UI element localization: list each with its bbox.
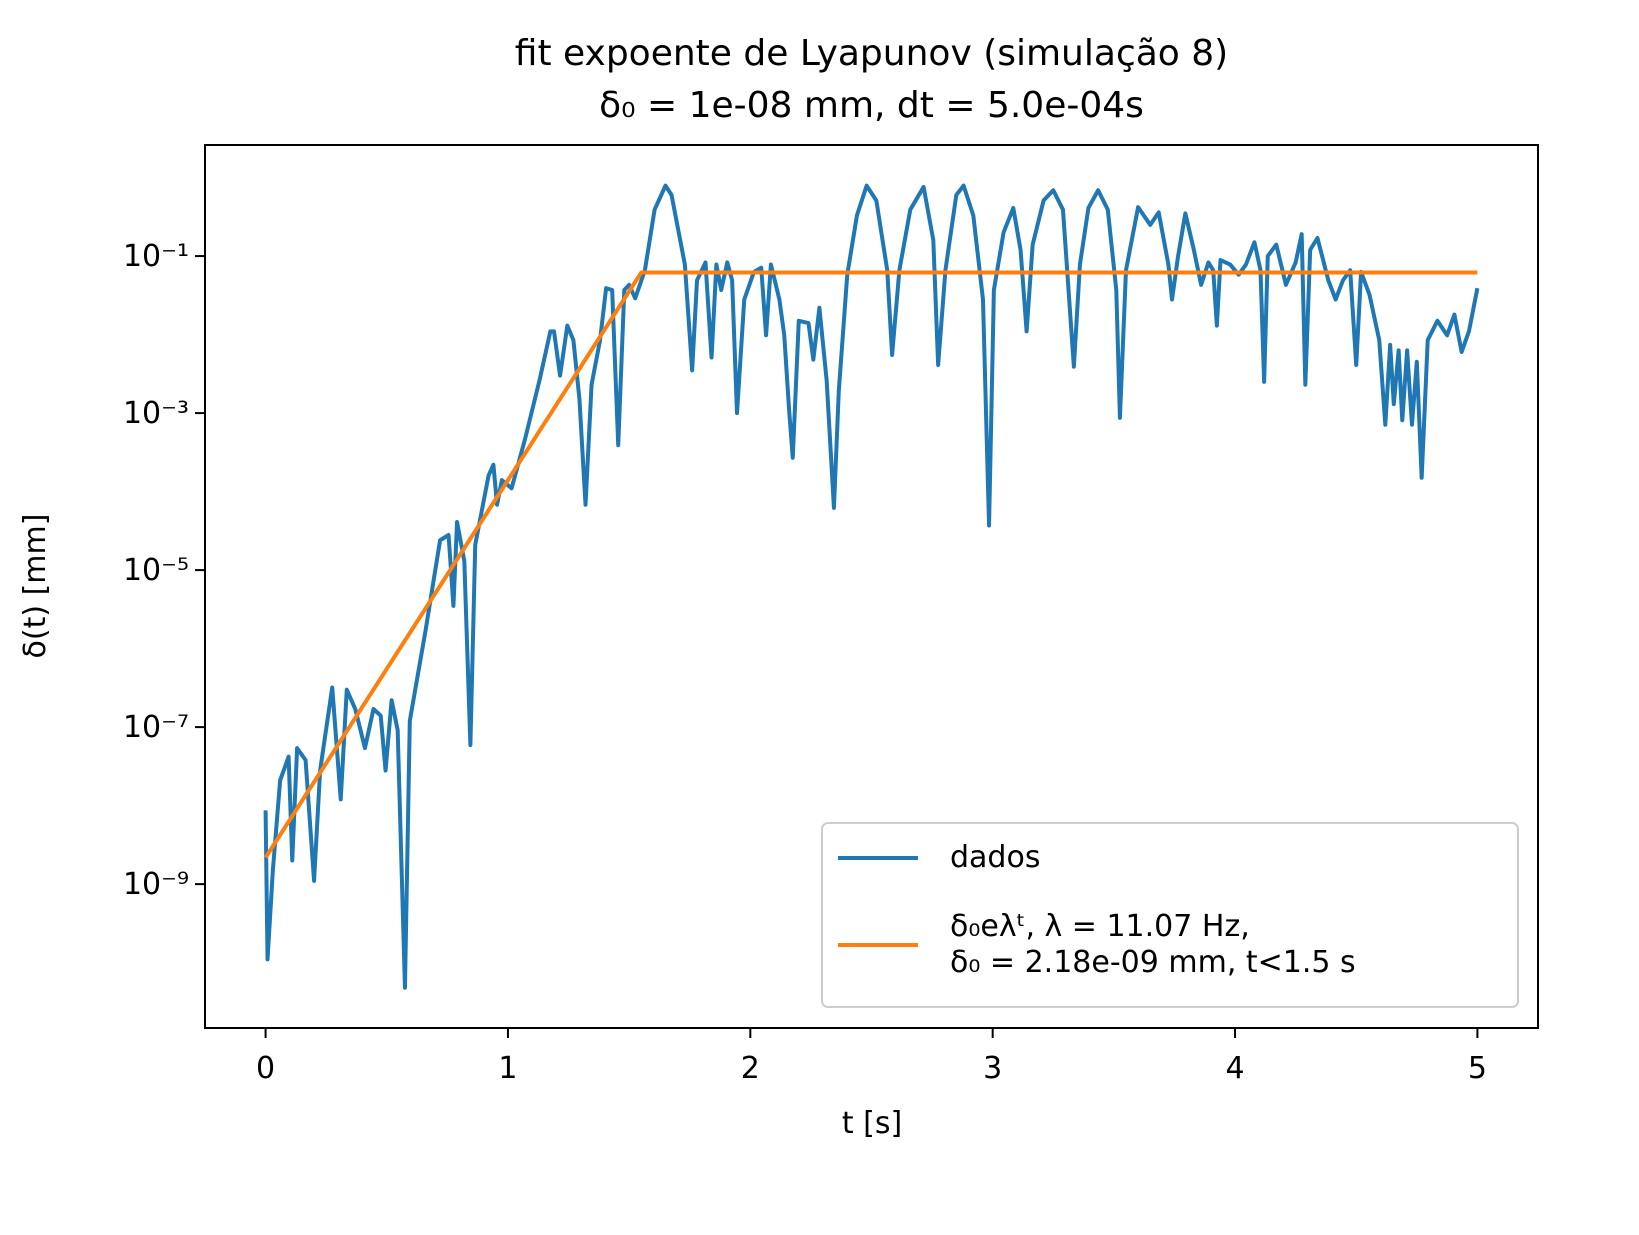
y-tick-label: 10⁻¹ — [123, 239, 189, 274]
legend-label: δ₀eλᵗ, λ = 11.07 Hz, δ₀ = 2.18e-09 mm, t… — [950, 909, 1356, 980]
y-tick-label: 10⁻⁵ — [123, 553, 189, 588]
x-tick-label: 4 — [1225, 1051, 1244, 1086]
x-tick-label: 3 — [983, 1051, 1002, 1086]
y-tick-label: 10⁻³ — [123, 396, 189, 431]
x-tick-label: 2 — [741, 1051, 760, 1086]
data-line — [263, 183, 1480, 990]
x-tick-label: 1 — [498, 1051, 517, 1086]
data-line — [263, 270, 1478, 859]
y-tick-label: 10⁻⁷ — [123, 710, 189, 745]
x-tick-label: 5 — [1468, 1051, 1487, 1086]
y-axis-label: δ(t) [mm] — [18, 514, 53, 659]
plot-frame — [204, 144, 1539, 1029]
x-axis-label: t [s] — [842, 1106, 902, 1141]
legend-box — [821, 822, 1519, 1008]
x-tick-label: 0 — [256, 1051, 275, 1086]
legend-label: dados — [950, 840, 1041, 875]
y-tick-label: 10⁻⁹ — [123, 867, 189, 902]
chart-title: fit expoente de Lyapunov (simulação 8) δ… — [514, 33, 1229, 126]
